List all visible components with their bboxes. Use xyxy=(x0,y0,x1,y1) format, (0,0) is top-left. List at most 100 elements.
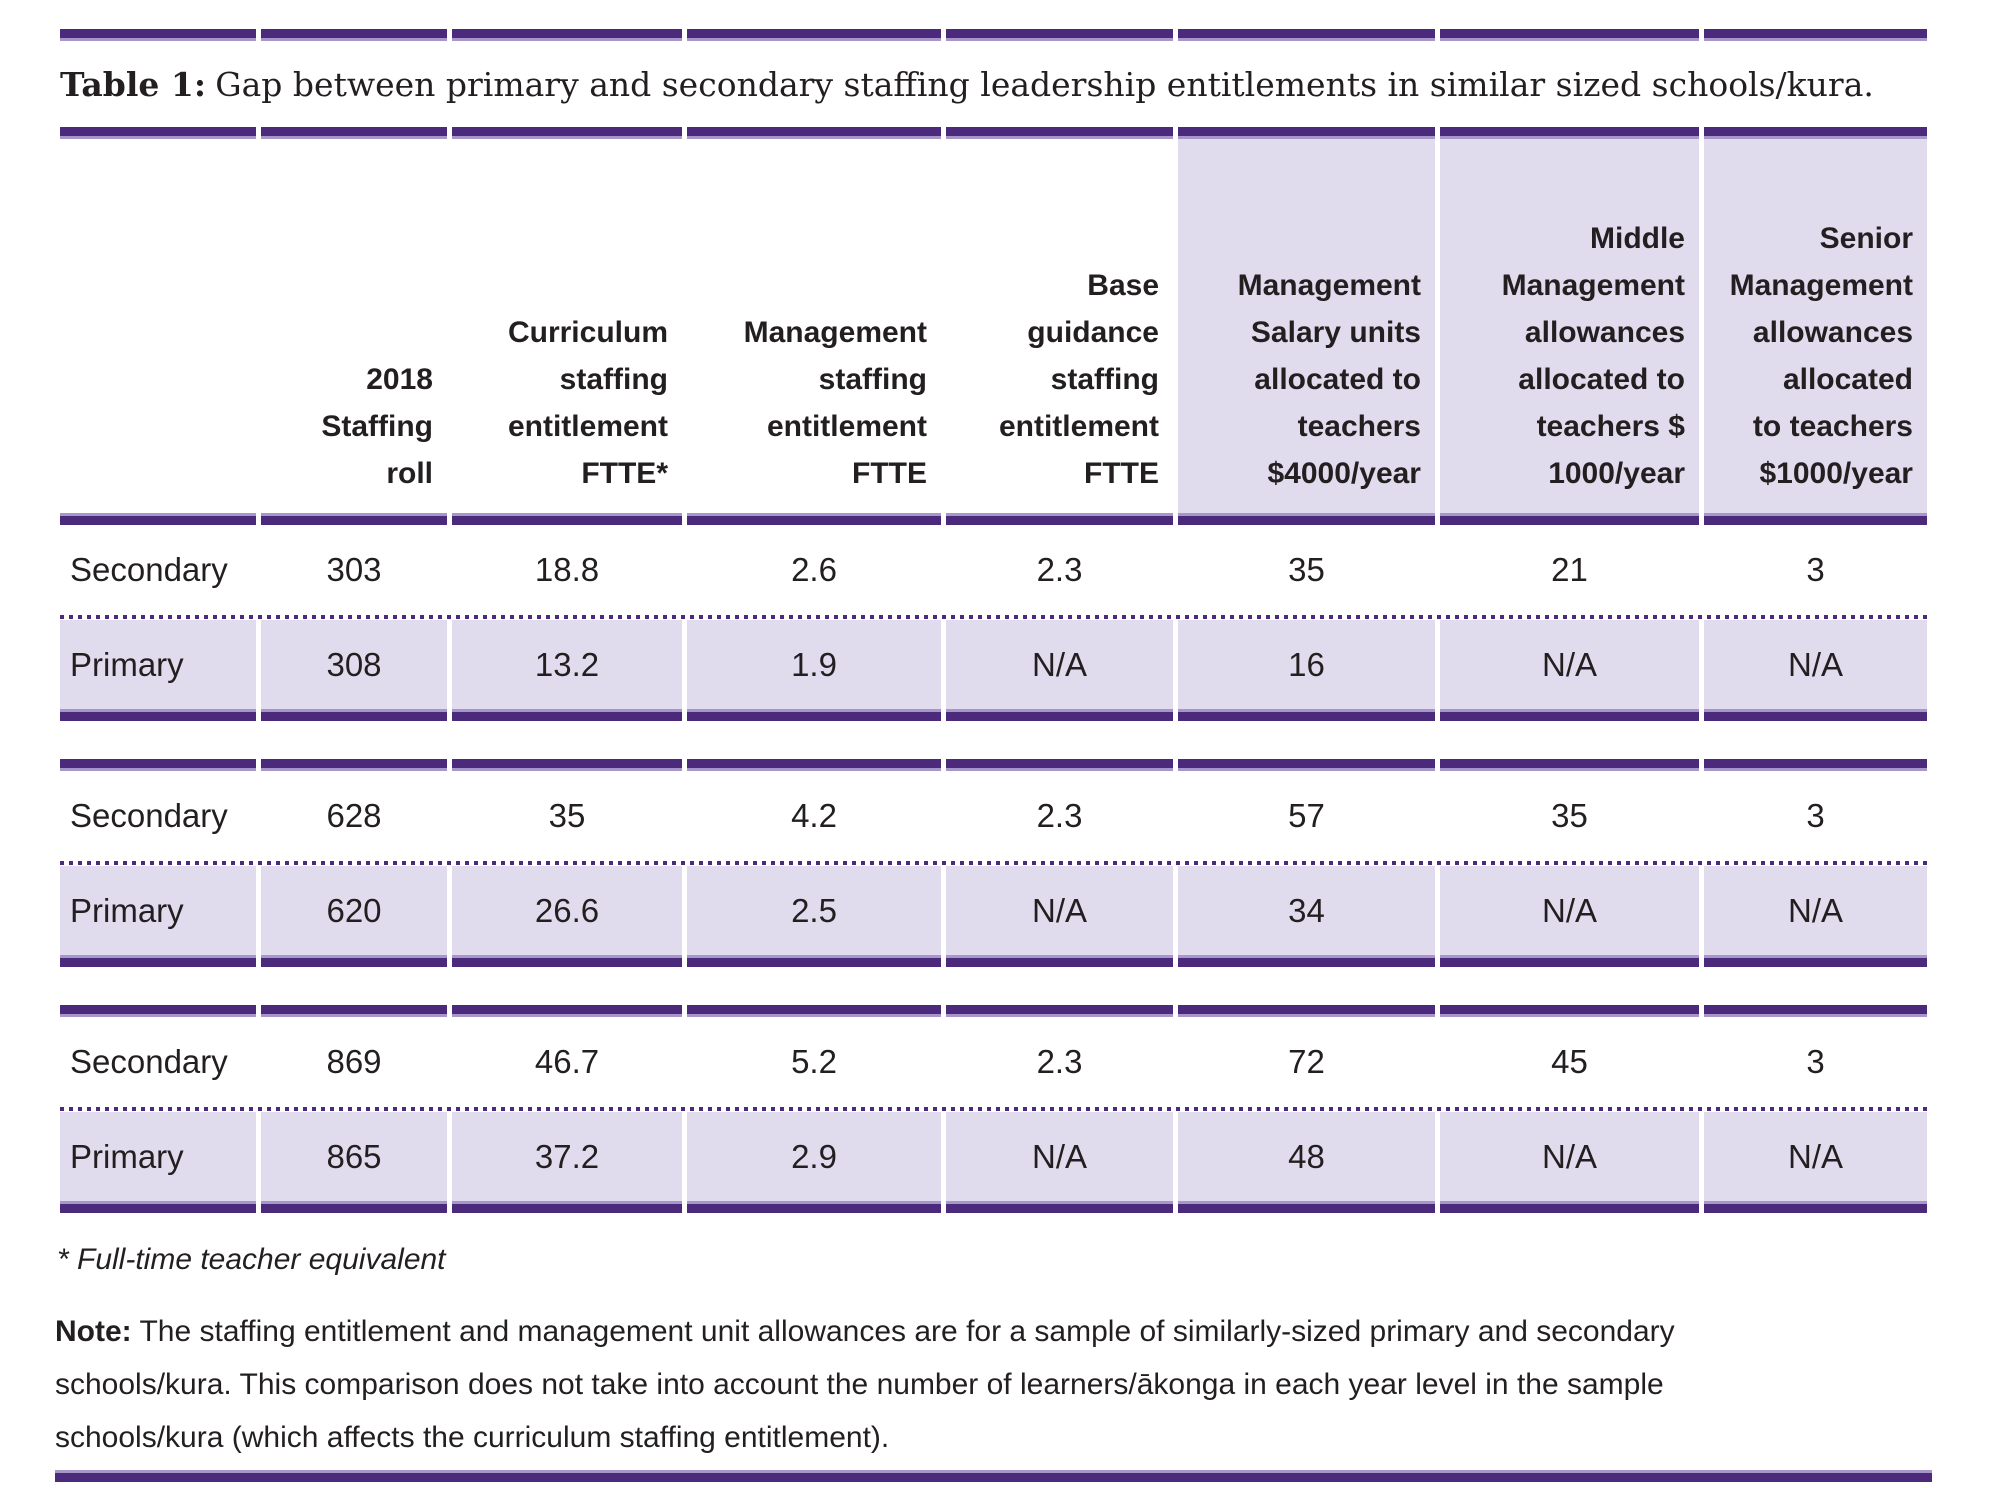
table-row-primary: Primary 865 37.2 2.9 N/A 48 N/A N/A xyxy=(60,1112,1927,1201)
rule-segment xyxy=(452,513,682,525)
rule-segment xyxy=(1178,709,1435,721)
header-row: 2018 Staffing roll Curriculum staffing e… xyxy=(60,139,1927,513)
header-bottom-rule xyxy=(60,513,1927,525)
table-cell: 16 xyxy=(1178,620,1435,709)
rule-segment xyxy=(946,759,1173,771)
staffing-entitlements-table: Table 1: Gap between primary and secondar… xyxy=(55,29,1932,1213)
rule-segment xyxy=(261,1201,447,1213)
rule-segment xyxy=(60,29,256,41)
table-cell: 48 xyxy=(1178,1112,1435,1201)
rule-segment xyxy=(261,127,447,139)
row-label: Primary xyxy=(60,1112,256,1201)
table-cell: N/A xyxy=(1704,620,1927,709)
rule-segment xyxy=(687,1201,941,1213)
caption-row: Table 1: Gap between primary and secondar… xyxy=(60,41,1927,127)
rule-segment xyxy=(1704,513,1927,525)
group-top-rule xyxy=(60,759,1927,771)
top-rule xyxy=(60,29,1927,41)
rule-segment xyxy=(1440,127,1699,139)
rule-segment xyxy=(1704,759,1927,771)
page-bottom-rule xyxy=(55,1470,1932,1482)
rule-segment xyxy=(261,759,447,771)
rule-segment xyxy=(1704,127,1927,139)
table-cell: 13.2 xyxy=(452,620,682,709)
rule-segment xyxy=(261,513,447,525)
rule-segment xyxy=(1704,709,1927,721)
rule-segment xyxy=(452,1201,682,1213)
rule-segment xyxy=(261,1005,447,1017)
row-label: Secondary xyxy=(70,550,228,588)
table-cell: 35 xyxy=(548,796,586,834)
table-cell: 2.3 xyxy=(1036,550,1083,588)
table-cell: 37.2 xyxy=(452,1112,682,1201)
rule-segment xyxy=(1440,759,1699,771)
table-cell: 4.2 xyxy=(791,796,837,834)
rule-segment xyxy=(1178,29,1435,41)
table-cell: N/A xyxy=(946,866,1173,955)
dotted-separator xyxy=(60,860,1927,866)
table-cell: 3 xyxy=(1806,796,1825,834)
dotted-separator xyxy=(60,1106,1927,1112)
rule-segment xyxy=(1178,513,1435,525)
rule-segment xyxy=(1440,955,1699,967)
table-caption-text: Gap between primary and secondary staffi… xyxy=(215,64,1874,104)
dotted-separator-row xyxy=(60,614,1927,620)
rule-segment xyxy=(261,955,447,967)
table-cell: N/A xyxy=(1440,866,1699,955)
section-gap-row xyxy=(60,721,1927,759)
table-cell: 35 xyxy=(1551,796,1588,834)
table-cell: 3 xyxy=(1806,1042,1825,1080)
table-cell: 5.2 xyxy=(791,1042,837,1080)
table-row-secondary: Secondary 303 18.8 2.6 2.3 35 21 3 xyxy=(60,525,1927,614)
row-label: Secondary xyxy=(70,796,228,834)
rule-segment xyxy=(946,513,1173,525)
table-cell: 308 xyxy=(261,620,447,709)
rule-segment xyxy=(687,955,941,967)
row-label: Secondary xyxy=(70,1042,228,1080)
column-header-salary-units: Management Salary units allocated to tea… xyxy=(1178,139,1435,513)
table-cell: 72 xyxy=(1288,1042,1325,1080)
rule-segment xyxy=(687,513,941,525)
dotted-separator xyxy=(60,614,1927,620)
rule-segment xyxy=(1178,955,1435,967)
table-cell: 865 xyxy=(261,1112,447,1201)
table-cell: N/A xyxy=(1440,620,1699,709)
column-header-management-staffing: Management staffing entitlement FTTE xyxy=(743,316,927,490)
table-cell: 620 xyxy=(261,866,447,955)
rule-segment xyxy=(1440,709,1699,721)
column-header-senior-management: Senior Management allowances allocated t… xyxy=(1704,139,1927,513)
note-paragraph: Note: The staffing entitlement and manage… xyxy=(55,1305,1835,1464)
rule-segment xyxy=(452,759,682,771)
rule-segment xyxy=(452,1005,682,1017)
dotted-separator-row xyxy=(60,1106,1927,1112)
rule-segment xyxy=(452,955,682,967)
rule-segment xyxy=(946,955,1173,967)
table-caption: Table 1: Gap between primary and secondar… xyxy=(60,41,1927,127)
table-cell: 35 xyxy=(1288,550,1325,588)
section-gap xyxy=(60,721,1927,759)
section-gap-row xyxy=(60,967,1927,1005)
rule-segment xyxy=(1440,513,1699,525)
table-cell: 303 xyxy=(326,550,382,588)
table-cell: 869 xyxy=(326,1042,382,1080)
row-label: Primary xyxy=(60,620,256,709)
column-header-middle-management: Middle Management allowances allocated t… xyxy=(1440,139,1699,513)
column-header-base-guidance: Base guidance staffing entitlement FTTE xyxy=(998,269,1159,490)
section-gap xyxy=(60,967,1927,1005)
column-header-curriculum-staffing: Curriculum staffing entitlement FTTE* xyxy=(507,316,668,490)
group-bottom-rule xyxy=(60,955,1927,967)
rule-segment xyxy=(946,709,1173,721)
rule-segment xyxy=(1704,1201,1927,1213)
table-cell: 46.7 xyxy=(534,1042,600,1080)
caption-bottom-rule xyxy=(60,127,1927,139)
rule-segment xyxy=(946,127,1173,139)
rule-segment xyxy=(687,759,941,771)
group-bottom-rule xyxy=(60,709,1927,721)
rule-segment xyxy=(452,127,682,139)
table-bottom-rule xyxy=(60,1201,1927,1213)
table-row-secondary: Secondary 628 35 4.2 2.3 57 35 3 xyxy=(60,771,1927,860)
rule-segment xyxy=(687,29,941,41)
table-cell: 26.6 xyxy=(452,866,682,955)
table-row-primary: Primary 620 26.6 2.5 N/A 34 N/A N/A xyxy=(60,866,1927,955)
rule-segment xyxy=(1440,1201,1699,1213)
